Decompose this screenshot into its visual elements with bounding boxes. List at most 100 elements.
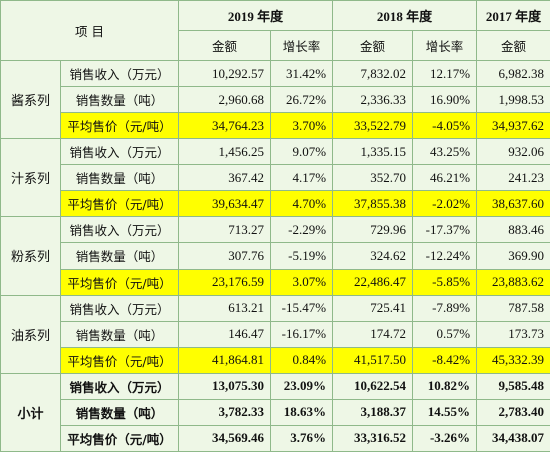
row-label: 销售数量（吨）: [59, 86, 180, 114]
cell-value: 4.17%: [270, 164, 334, 192]
cell-value: 10,622.54: [332, 372, 414, 400]
row-label: 销售收入（万元）: [59, 216, 180, 244]
cell-value: 46.21%: [412, 164, 478, 192]
subheader: 增长率: [270, 30, 334, 61]
cell-value: 3.70%: [270, 112, 334, 140]
group-label: 汁系列: [0, 138, 61, 218]
table-row: 汁系列 销售收入（万元） 1,456.25 9.07% 1,335.15 43.25% 93…: [0, 138, 550, 218]
group-label: 小计: [0, 372, 61, 452]
table-row: 平均售价（元/吨） 23,176.59 3.07% 22,486.47 -5.85% 23…: [1, 268, 550, 296]
cell-value: 1,998.53: [476, 86, 550, 114]
cell-value: 33,522.79: [332, 112, 414, 140]
cell-value: 6,982.38: [476, 59, 550, 88]
cell-value: 1,335.15: [332, 138, 414, 166]
cell-value: 4.70%: [270, 190, 334, 218]
table-row: 平均售价（元/吨） 34,764.23 3.70% 33,522.79 -4.05% 34…: [1, 112, 550, 140]
year-header: 2017 年度: [476, 0, 550, 31]
cell-value: 174.72: [332, 320, 414, 348]
cell-value: 41,517.50: [332, 346, 414, 374]
cell-value: 369.90: [476, 242, 550, 270]
cell-value: 713.27: [178, 216, 272, 244]
table-row: 销售数量（吨） 367.42 4.17% 352.70 46.21% 241.23: [1, 164, 550, 192]
table-row: 小计 销售收入（万元） 13,075.30 23.09% 10,622.54 10.82%…: [0, 372, 550, 452]
cell-value: -5.19%: [270, 242, 334, 270]
cell-value: 41,864.81: [178, 346, 272, 374]
year-header: 2019 年度: [178, 0, 334, 31]
row-label: 销售数量（吨）: [59, 164, 180, 192]
cell-value: 34,438.07: [476, 424, 550, 452]
group-label: 油系列: [0, 294, 61, 374]
cell-value: 10,292.57: [178, 59, 272, 88]
header-row: 项 目 2019 年度 2018 年度 2017 年度: [0, 0, 550, 61]
cell-value: 13,075.30: [178, 372, 272, 400]
cell-value: 22,486.47: [332, 268, 414, 296]
cell-value: 37,855.38: [332, 190, 414, 218]
cell-value: 16.90%: [412, 86, 478, 114]
cell-value: 2,960.68: [178, 86, 272, 114]
cell-value: 9,585.48: [476, 372, 550, 400]
row-label: 平均售价（元/吨）: [59, 190, 180, 218]
cell-value: 307.76: [178, 242, 272, 270]
subheader: 金额: [476, 30, 550, 61]
cell-value: -12.24%: [412, 242, 478, 270]
row-label: 平均售价（元/吨）: [59, 268, 180, 296]
cell-value: 0.57%: [412, 320, 478, 348]
cell-value: -2.02%: [412, 190, 478, 218]
cell-value: -16.17%: [270, 320, 334, 348]
cell-value: 367.42: [178, 164, 272, 192]
cell-value: 787.58: [476, 294, 550, 322]
cell-value: 23,883.62: [476, 268, 550, 296]
table-row: 销售数量（吨） 3,782.33 18.63% 3,188.37 14.55% 2,783…: [1, 398, 550, 426]
row-label: 销售收入（万元）: [59, 59, 180, 88]
cell-value: 3.76%: [270, 424, 334, 452]
cell-value: 34,937.62: [476, 112, 550, 140]
row-label: 销售收入（万元）: [59, 294, 180, 322]
table-row: 销售数量（吨） 146.47 -16.17% 174.72 0.57% 173.73: [1, 320, 550, 348]
cell-value: 2,336.33: [332, 86, 414, 114]
cell-value: -8.42%: [412, 346, 478, 374]
row-label: 平均售价（元/吨）: [59, 424, 180, 452]
cell-value: 2,783.40: [476, 398, 550, 426]
cell-value: 3,782.33: [178, 398, 272, 426]
table-row: 销售数量（吨） 2,960.68 26.72% 2,336.33 16.90% 1,998…: [1, 86, 550, 114]
table-row: 油系列 销售收入（万元） 613.21 -15.47% 725.41 -7.89% 787.…: [0, 294, 550, 374]
row-label: 销售收入（万元）: [59, 372, 180, 400]
cell-value: 883.46: [476, 216, 550, 244]
cell-value: 10.82%: [412, 372, 478, 400]
cell-value: 0.84%: [270, 346, 334, 374]
cell-value: 146.47: [178, 320, 272, 348]
cell-value: 14.55%: [412, 398, 478, 426]
cell-value: 9.07%: [270, 138, 334, 166]
row-label: 销售数量（吨）: [59, 398, 180, 426]
group-label: 酱系列: [0, 59, 61, 140]
row-label: 平均售价（元/吨）: [59, 346, 180, 374]
cell-value: 23.09%: [270, 372, 334, 400]
cell-value: 26.72%: [270, 86, 334, 114]
cell-value: 23,176.59: [178, 268, 272, 296]
subheader: 金额: [178, 30, 272, 61]
cell-value: 1,456.25: [178, 138, 272, 166]
cell-value: -7.89%: [412, 294, 478, 322]
cell-value: 12.17%: [412, 59, 478, 88]
subheader: 金额: [332, 30, 414, 61]
cell-value: 173.73: [476, 320, 550, 348]
table-row: 平均售价（元/吨） 41,864.81 0.84% 41,517.50 -8.42% 45…: [1, 346, 550, 374]
subheader-row: 金额 增长率 金额 增长率 金额: [1, 30, 550, 61]
cell-value: -3.26%: [412, 424, 478, 452]
cell-value: 932.06: [476, 138, 550, 166]
cell-value: 39,634.47: [178, 190, 272, 218]
table-row: 粉系列 销售收入（万元） 713.27 -2.29% 729.96 -17.37% 883.…: [0, 216, 550, 296]
cell-value: 33,316.52: [332, 424, 414, 452]
cell-value: 38,637.60: [476, 190, 550, 218]
cell-value: 613.21: [178, 294, 272, 322]
table-row: 酱系列 销售收入（万元） 10,292.57 31.42% 7,832.02 12.17%…: [0, 59, 550, 140]
row-label: 平均售价（元/吨）: [59, 112, 180, 140]
row-label: 销售收入（万元）: [59, 138, 180, 166]
cell-value: 352.70: [332, 164, 414, 192]
table-row: 销售数量（吨） 307.76 -5.19% 324.62 -12.24% 369.90: [1, 242, 550, 270]
cell-value: 45,332.39: [476, 346, 550, 374]
cell-value: 31.42%: [270, 59, 334, 88]
year-header: 2018 年度: [332, 0, 478, 31]
cell-value: 3,188.37: [332, 398, 414, 426]
